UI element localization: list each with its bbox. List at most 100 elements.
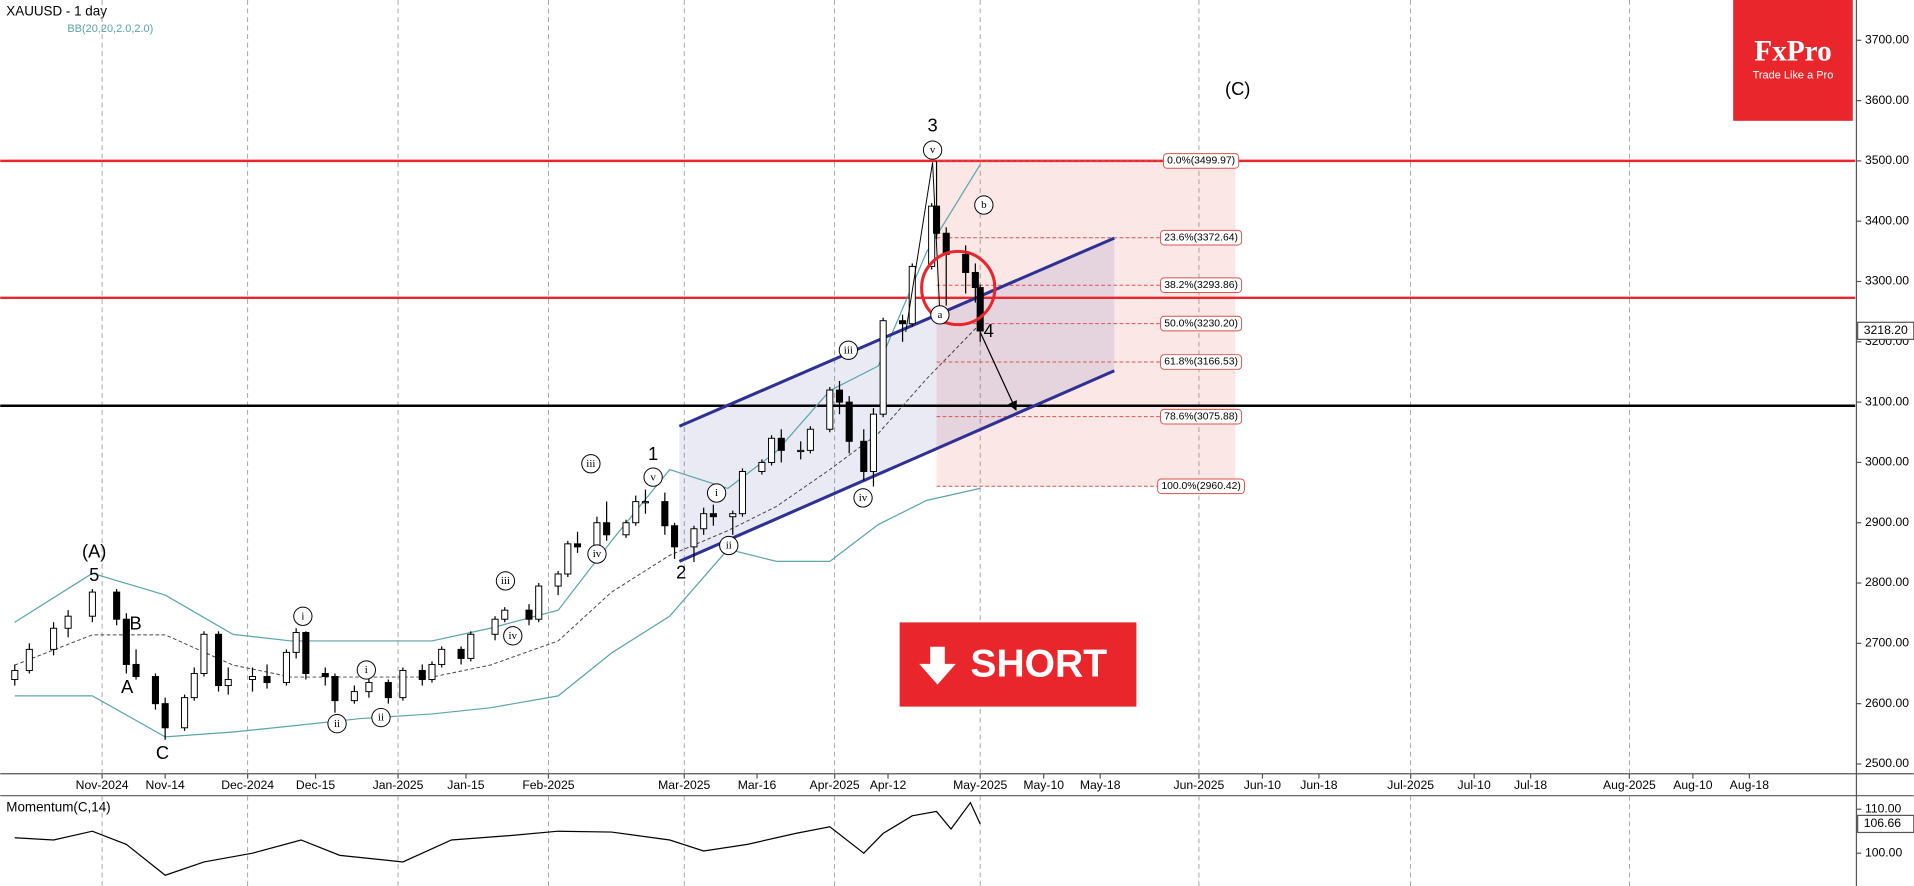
candle-body — [564, 543, 572, 575]
signal-label: SHORT — [970, 643, 1107, 686]
wave-label: 4 — [984, 320, 994, 341]
wave-label: C — [156, 742, 169, 763]
y-tick-label: 100.00 — [1865, 845, 1902, 859]
wave-circle — [706, 483, 727, 503]
candle-body — [661, 501, 669, 527]
candle-body — [321, 673, 329, 677]
wave-circle — [719, 535, 739, 556]
candle-body — [976, 287, 984, 332]
fib-label: 61.8%(3166.53) — [1164, 357, 1238, 368]
wave-label: (A) — [82, 541, 106, 562]
wave-label: A — [121, 676, 134, 697]
fib-label-box — [1160, 229, 1243, 246]
candle-body — [879, 320, 887, 415]
logo-tagline: Trade Like a Pro — [1753, 70, 1834, 82]
candle-body — [248, 676, 257, 681]
candle-body — [928, 205, 936, 267]
fib-label: 100.0%(2960.42) — [1161, 481, 1240, 492]
wave-label-circled: iv — [593, 548, 602, 560]
candle-body — [11, 669, 19, 681]
wave-circle — [838, 340, 859, 360]
signal-arrow — [919, 646, 956, 685]
candle-body — [181, 697, 189, 729]
candle-body — [845, 401, 853, 442]
chart-title: XAUUSD - 1 day — [6, 4, 107, 19]
last-momentum-label: 106.66 — [1864, 816, 1901, 830]
logo: FxPro Trade Like a Pro — [1733, 0, 1853, 121]
highlight-circle — [920, 249, 997, 327]
candle-body — [384, 682, 392, 699]
candle-body — [632, 501, 640, 524]
wave-label: 2 — [676, 561, 686, 582]
wave-label-circled: ii — [378, 712, 384, 724]
candle-body — [797, 449, 805, 453]
y-tick-label: 110.00 — [1865, 801, 1902, 815]
x-tick-label: Apr-2025 — [810, 778, 860, 792]
wave-label-circled: i — [301, 610, 304, 622]
candle-body — [971, 271, 979, 289]
candle-body — [418, 669, 426, 681]
fib-label-box — [1160, 408, 1243, 425]
x-tick-label: Jun-2025 — [1174, 778, 1225, 792]
candle-body — [899, 320, 907, 325]
wave-label: 3 — [927, 115, 937, 136]
wave-circle — [503, 626, 523, 646]
wave-circle — [930, 305, 950, 325]
fib-label-box — [1157, 478, 1245, 495]
x-tick-label: Jul-18 — [1514, 778, 1547, 792]
candle-body — [88, 591, 96, 617]
candle-body — [122, 618, 130, 665]
logo-box — [1733, 0, 1853, 121]
wave-circle — [853, 488, 873, 508]
y-tick-label: 2800.00 — [1865, 575, 1909, 589]
candle-body — [501, 609, 509, 620]
y-tick-label: 3100.00 — [1865, 394, 1909, 408]
candle-body — [151, 676, 159, 705]
x-tick-label: Jun-10 — [1244, 778, 1281, 792]
candle-body — [622, 522, 630, 536]
wave-label-circled: ii — [726, 540, 732, 552]
candle-body — [835, 389, 844, 403]
x-tick-label: Apr-12 — [870, 778, 907, 792]
candle-body — [826, 389, 834, 430]
candle-body — [25, 648, 33, 671]
candle-body — [525, 609, 533, 620]
candle-body — [161, 703, 169, 729]
y-tick-label: 3500.00 — [1865, 153, 1909, 167]
candle-body — [214, 633, 223, 687]
fib-label: 23.6%(3372.64) — [1164, 232, 1238, 243]
indicator-label: BB(20,20,2.0,2.0) — [67, 23, 153, 35]
candle-body — [292, 631, 300, 653]
wave-circle — [371, 707, 391, 728]
channel-fill — [679, 238, 1115, 562]
y-tick-label: 3400.00 — [1865, 213, 1909, 227]
wave-label: 1 — [648, 443, 658, 464]
wave-circle — [495, 571, 516, 591]
band-lower — [14, 487, 981, 738]
fib-label-box — [1162, 153, 1240, 169]
wave-label-circled: iv — [859, 492, 868, 504]
y-tick-label: 2600.00 — [1865, 696, 1909, 710]
candle-body — [438, 648, 446, 665]
x-tick-label: Aug-18 — [1730, 778, 1770, 792]
wave-label-circled: a — [937, 309, 942, 321]
candle-body — [365, 682, 373, 693]
y-tick-label: 2900.00 — [1865, 515, 1909, 529]
candle-body — [457, 648, 465, 659]
candle-body — [860, 440, 868, 472]
wave-label-circled: iv — [509, 630, 518, 642]
projection-arrow — [979, 331, 1017, 411]
x-tick-label: Jul-10 — [1458, 778, 1491, 792]
fib-label-box — [1160, 277, 1243, 294]
y-tick-label: 3300.00 — [1865, 274, 1909, 288]
wave-label-circled: ii — [334, 718, 340, 730]
wave-label-circled: i — [715, 487, 718, 499]
wave-circle — [327, 714, 347, 734]
channel-line — [678, 369, 1115, 563]
wave-label-circled: i — [365, 664, 368, 676]
candle-body — [113, 591, 121, 620]
candle-body — [690, 528, 698, 548]
candle-body — [302, 631, 310, 674]
candle-body — [554, 573, 562, 587]
